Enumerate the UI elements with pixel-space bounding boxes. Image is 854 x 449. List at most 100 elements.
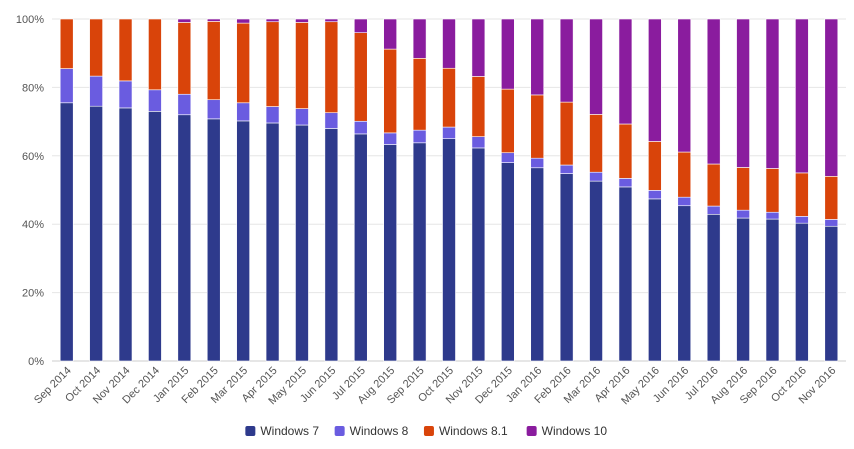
bar-segment[interactable]: [324, 128, 339, 362]
bar-segment[interactable]: [530, 167, 545, 362]
bar-segment[interactable]: [206, 18, 221, 22]
bar-segment[interactable]: [736, 167, 750, 211]
bar-segment[interactable]: [295, 18, 309, 23]
bar-segment[interactable]: [648, 141, 662, 191]
bar-segment[interactable]: [765, 211, 780, 220]
legend-item[interactable]: Windows 10: [526, 424, 608, 438]
bar-segment[interactable]: [589, 18, 603, 115]
bar-segment[interactable]: [412, 129, 427, 144]
bar-segment[interactable]: [383, 48, 397, 134]
bar-segment[interactable]: [383, 144, 397, 362]
bar-segment[interactable]: [648, 190, 662, 200]
bar-segment[interactable]: [501, 18, 515, 90]
bar-segment[interactable]: [89, 18, 103, 77]
bar-segment[interactable]: [736, 217, 750, 362]
bar-segment[interactable]: [471, 136, 486, 149]
bar-segment[interactable]: [324, 21, 339, 114]
bar-segment[interactable]: [824, 18, 839, 177]
bar-segment[interactable]: [618, 186, 633, 362]
bar-segment[interactable]: [59, 102, 74, 362]
bar-segment[interactable]: [530, 157, 545, 169]
bar-segment[interactable]: [118, 18, 133, 82]
bar-segment[interactable]: [589, 114, 603, 173]
bar-segment[interactable]: [530, 94, 545, 159]
bar-segment[interactable]: [353, 18, 368, 33]
bar-segment[interactable]: [295, 108, 309, 126]
bar-segment[interactable]: [765, 168, 780, 213]
bar-segment[interactable]: [471, 76, 486, 137]
bar-segment[interactable]: [530, 18, 545, 96]
bar-segment[interactable]: [148, 18, 162, 91]
bar-segment[interactable]: [206, 21, 221, 101]
bar-segment[interactable]: [442, 67, 456, 128]
bar-segment[interactable]: [236, 22, 250, 104]
bar-segment[interactable]: [324, 18, 339, 23]
bar-segment[interactable]: [706, 163, 721, 207]
bar-segment[interactable]: [795, 216, 809, 224]
bar-segment[interactable]: [824, 225, 839, 362]
bar-segment[interactable]: [177, 114, 192, 362]
bar-segment[interactable]: [442, 126, 456, 139]
bar-segment[interactable]: [677, 151, 692, 198]
bar-segment[interactable]: [412, 142, 427, 362]
bar-segment[interactable]: [795, 18, 809, 174]
bar-segment[interactable]: [706, 213, 721, 362]
bar-segment[interactable]: [824, 219, 839, 227]
bar-segment[interactable]: [795, 222, 809, 362]
legend-item[interactable]: Windows 8.1: [423, 424, 508, 438]
bar-segment[interactable]: [412, 18, 427, 59]
bar-segment[interactable]: [265, 18, 280, 23]
bar-segment[interactable]: [265, 122, 280, 362]
bar-segment[interactable]: [59, 68, 74, 104]
bar-segment[interactable]: [648, 198, 662, 362]
bar-segment[interactable]: [589, 171, 603, 182]
bar-segment[interactable]: [148, 89, 162, 112]
bar-segment[interactable]: [353, 32, 368, 122]
bar-segment[interactable]: [442, 18, 456, 69]
legend-item[interactable]: Windows 8: [334, 424, 409, 438]
bar-segment[interactable]: [89, 75, 103, 107]
bar-segment[interactable]: [236, 102, 250, 122]
legend-item[interactable]: Windows 7: [245, 424, 319, 438]
bar-segment[interactable]: [383, 18, 397, 50]
bar-segment[interactable]: [706, 18, 721, 165]
bar-segment[interactable]: [765, 18, 780, 169]
bar-segment[interactable]: [559, 164, 574, 174]
bar-segment[interactable]: [295, 124, 309, 362]
bar-segment[interactable]: [177, 22, 192, 95]
bar-segment[interactable]: [383, 132, 397, 145]
bar-segment[interactable]: [559, 173, 574, 362]
bar-segment[interactable]: [265, 21, 280, 107]
bar-segment[interactable]: [677, 18, 692, 153]
bar-segment[interactable]: [471, 147, 486, 362]
bar-segment[interactable]: [501, 152, 515, 163]
bar-segment[interactable]: [177, 18, 192, 23]
bar-segment[interactable]: [648, 18, 662, 142]
bar-segment[interactable]: [353, 133, 368, 362]
bar-segment[interactable]: [618, 18, 633, 125]
bar-segment[interactable]: [206, 118, 221, 362]
bar-segment[interactable]: [89, 105, 103, 362]
legend[interactable]: Windows 7 Windows 8 Windows 8.1 Windows 10: [245, 424, 607, 438]
bar-segment[interactable]: [236, 120, 250, 362]
bar-segment[interactable]: [736, 209, 750, 219]
bar-segment[interactable]: [412, 58, 427, 131]
bar-segment[interactable]: [59, 18, 74, 69]
bar-segment[interactable]: [501, 88, 515, 154]
bar-segment[interactable]: [295, 22, 309, 109]
bar-segment[interactable]: [677, 205, 692, 362]
bar-segment[interactable]: [471, 18, 486, 77]
bar-segment[interactable]: [736, 18, 750, 168]
bar-segment[interactable]: [589, 180, 603, 362]
bar-segment[interactable]: [618, 178, 633, 188]
bar-segment[interactable]: [206, 99, 221, 120]
bar-segment[interactable]: [177, 93, 192, 116]
bar-segment[interactable]: [765, 218, 780, 362]
bar-segment[interactable]: [559, 101, 574, 166]
bar-segment[interactable]: [118, 80, 133, 109]
bar-segment[interactable]: [677, 196, 692, 207]
bar-segment[interactable]: [324, 112, 339, 129]
bar-segment[interactable]: [148, 111, 162, 362]
bar-segment[interactable]: [559, 18, 574, 103]
bar-segment[interactable]: [236, 18, 250, 24]
